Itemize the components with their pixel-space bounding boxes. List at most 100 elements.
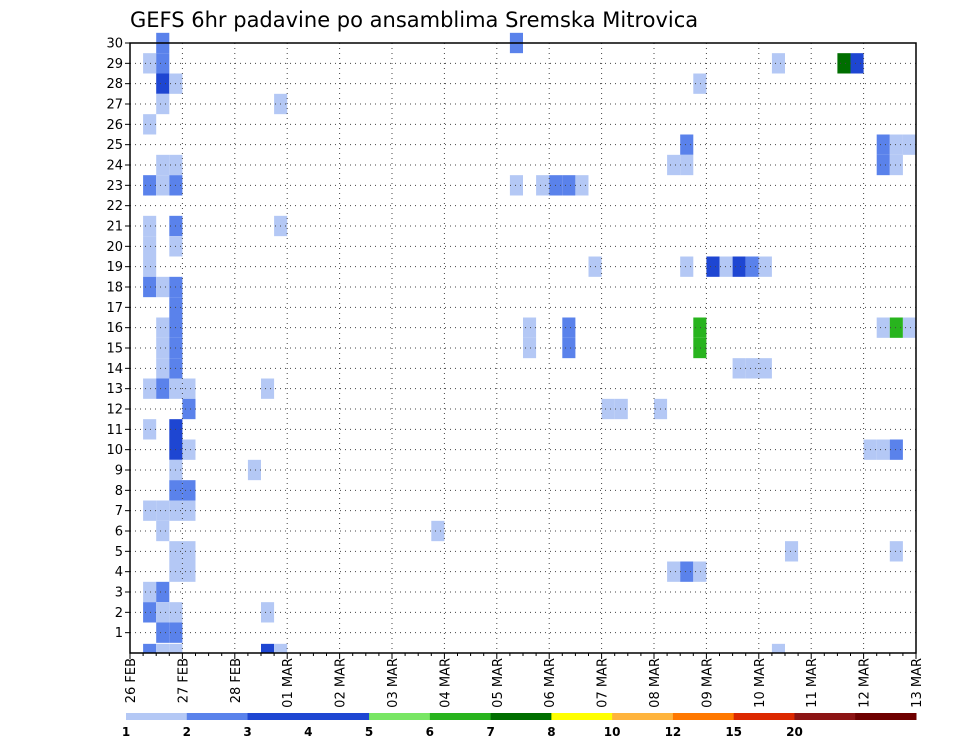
heatmap-cell — [182, 480, 196, 501]
y-tick-label: 1 — [115, 626, 123, 641]
x-tick-label: 07 MAR — [596, 658, 611, 708]
y-tick-label: 20 — [106, 240, 123, 255]
heatmap-cell — [523, 337, 537, 359]
y-tick-label: 23 — [106, 179, 123, 194]
heatmap-cell — [601, 398, 615, 420]
heatmap-cell — [562, 337, 576, 359]
heatmap-cell — [156, 358, 170, 379]
heatmap-cell — [143, 419, 157, 440]
y-tick-label: 7 — [115, 504, 123, 519]
y-tick-label: 11 — [106, 423, 123, 438]
colorbar-label: 7 — [486, 725, 494, 739]
colorbar-label: 5 — [365, 725, 373, 739]
heatmap-cell — [876, 317, 890, 338]
heatmap-cell — [156, 622, 170, 643]
y-tick-label: 26 — [106, 118, 123, 133]
y-axis: 1234567891011121314151617181920212223242… — [106, 37, 130, 641]
heatmap-cell — [156, 93, 170, 115]
heatmap-cells — [143, 32, 916, 653]
heatmap-cell — [785, 541, 799, 562]
heatmap-cell — [889, 439, 903, 460]
x-tick-label: 09 MAR — [700, 658, 715, 708]
heatmap-cell — [693, 317, 707, 338]
colorbar-label: 10 — [604, 725, 621, 739]
x-tick-label: 11 MAR — [805, 658, 820, 708]
y-tick-label: 28 — [106, 77, 123, 92]
y-tick-label: 10 — [106, 443, 123, 458]
heatmap-cell — [680, 134, 694, 155]
colorbar-segment — [672, 713, 735, 720]
heatmap-cell — [156, 581, 170, 603]
heatmap-cell — [156, 520, 170, 542]
colorbar-segment — [369, 713, 431, 720]
x-tick-label: 27 FEB — [176, 658, 191, 703]
heatmap-cell — [143, 276, 157, 298]
heatmap-cell — [247, 459, 261, 481]
heatmap-cell — [902, 317, 916, 338]
heatmap-cell — [745, 256, 759, 277]
colorbar-segment — [794, 713, 856, 720]
colorbar-label: 4 — [304, 725, 312, 739]
heatmap-cell — [562, 317, 576, 338]
y-tick-label: 18 — [106, 281, 123, 296]
y-tick-label: 4 — [115, 565, 123, 580]
y-tick-label: 15 — [106, 342, 123, 357]
heatmap-cell — [156, 53, 170, 74]
heatmap-cell — [143, 602, 157, 623]
heatmap-cell — [182, 439, 196, 460]
heatmap-cell — [732, 358, 746, 379]
x-tick-label: 26 FEB — [124, 658, 139, 703]
colorbar-segment — [490, 713, 552, 720]
heatmap-cell — [693, 73, 707, 94]
heatmap-cell — [143, 53, 157, 74]
heatmap-cell — [169, 643, 183, 653]
colorbar-label: 2 — [183, 725, 191, 739]
y-tick-label: 6 — [115, 525, 123, 540]
chart-title: GEFS 6hr padavine po ansamblima Sremska … — [130, 8, 698, 32]
heatmap-cell — [156, 276, 170, 298]
heatmap-cell — [261, 602, 275, 623]
colorbar-label: 8 — [547, 725, 555, 739]
colorbar-label: 6 — [426, 725, 434, 739]
x-tick-label: 01 MAR — [281, 658, 296, 708]
colorbar-segment — [186, 713, 249, 720]
heatmap-cell — [143, 256, 157, 277]
heatmap-cell — [509, 175, 523, 196]
heatmap-cell — [771, 53, 785, 74]
heatmap-cell — [261, 378, 275, 399]
x-tick-label: 28 FEB — [229, 658, 244, 703]
colorbar-segment — [733, 713, 795, 720]
y-tick-label: 24 — [106, 159, 123, 174]
y-tick-label: 27 — [106, 98, 123, 113]
heatmap-cell — [156, 317, 170, 338]
heatmap-cell — [261, 643, 275, 653]
colorbar-label: 15 — [725, 725, 742, 739]
heatmap-cell — [693, 337, 707, 359]
heatmap-cell — [680, 561, 694, 582]
colorbar-label: 1 — [122, 725, 130, 739]
x-tick-label: 05 MAR — [491, 658, 506, 708]
x-tick-label: 10 MAR — [753, 658, 768, 708]
heatmap-cell — [876, 154, 890, 176]
heatmap-cell — [143, 378, 157, 399]
heatmap-cell — [850, 53, 864, 74]
heatmap-cell — [614, 398, 628, 420]
colorbar-label: 20 — [786, 725, 803, 739]
heatmap-cell — [889, 154, 903, 176]
heatmap-cell — [143, 114, 157, 135]
x-tick-label: 02 MAR — [334, 658, 349, 708]
heatmap-cell — [889, 134, 903, 155]
x-tick-label: 04 MAR — [438, 658, 453, 708]
y-tick-label: 29 — [106, 57, 123, 72]
y-tick-label: 3 — [115, 586, 123, 601]
heatmap-cell — [182, 541, 196, 562]
heatmap-cell — [667, 154, 681, 176]
heatmap-cell — [771, 643, 785, 653]
heatmap-cell — [680, 256, 694, 277]
heatmap-cell — [143, 500, 157, 521]
heatmap-cell — [889, 317, 903, 338]
y-tick-label: 14 — [106, 362, 123, 377]
heatmap-cell — [182, 561, 196, 582]
heatmap-cell — [182, 500, 196, 521]
